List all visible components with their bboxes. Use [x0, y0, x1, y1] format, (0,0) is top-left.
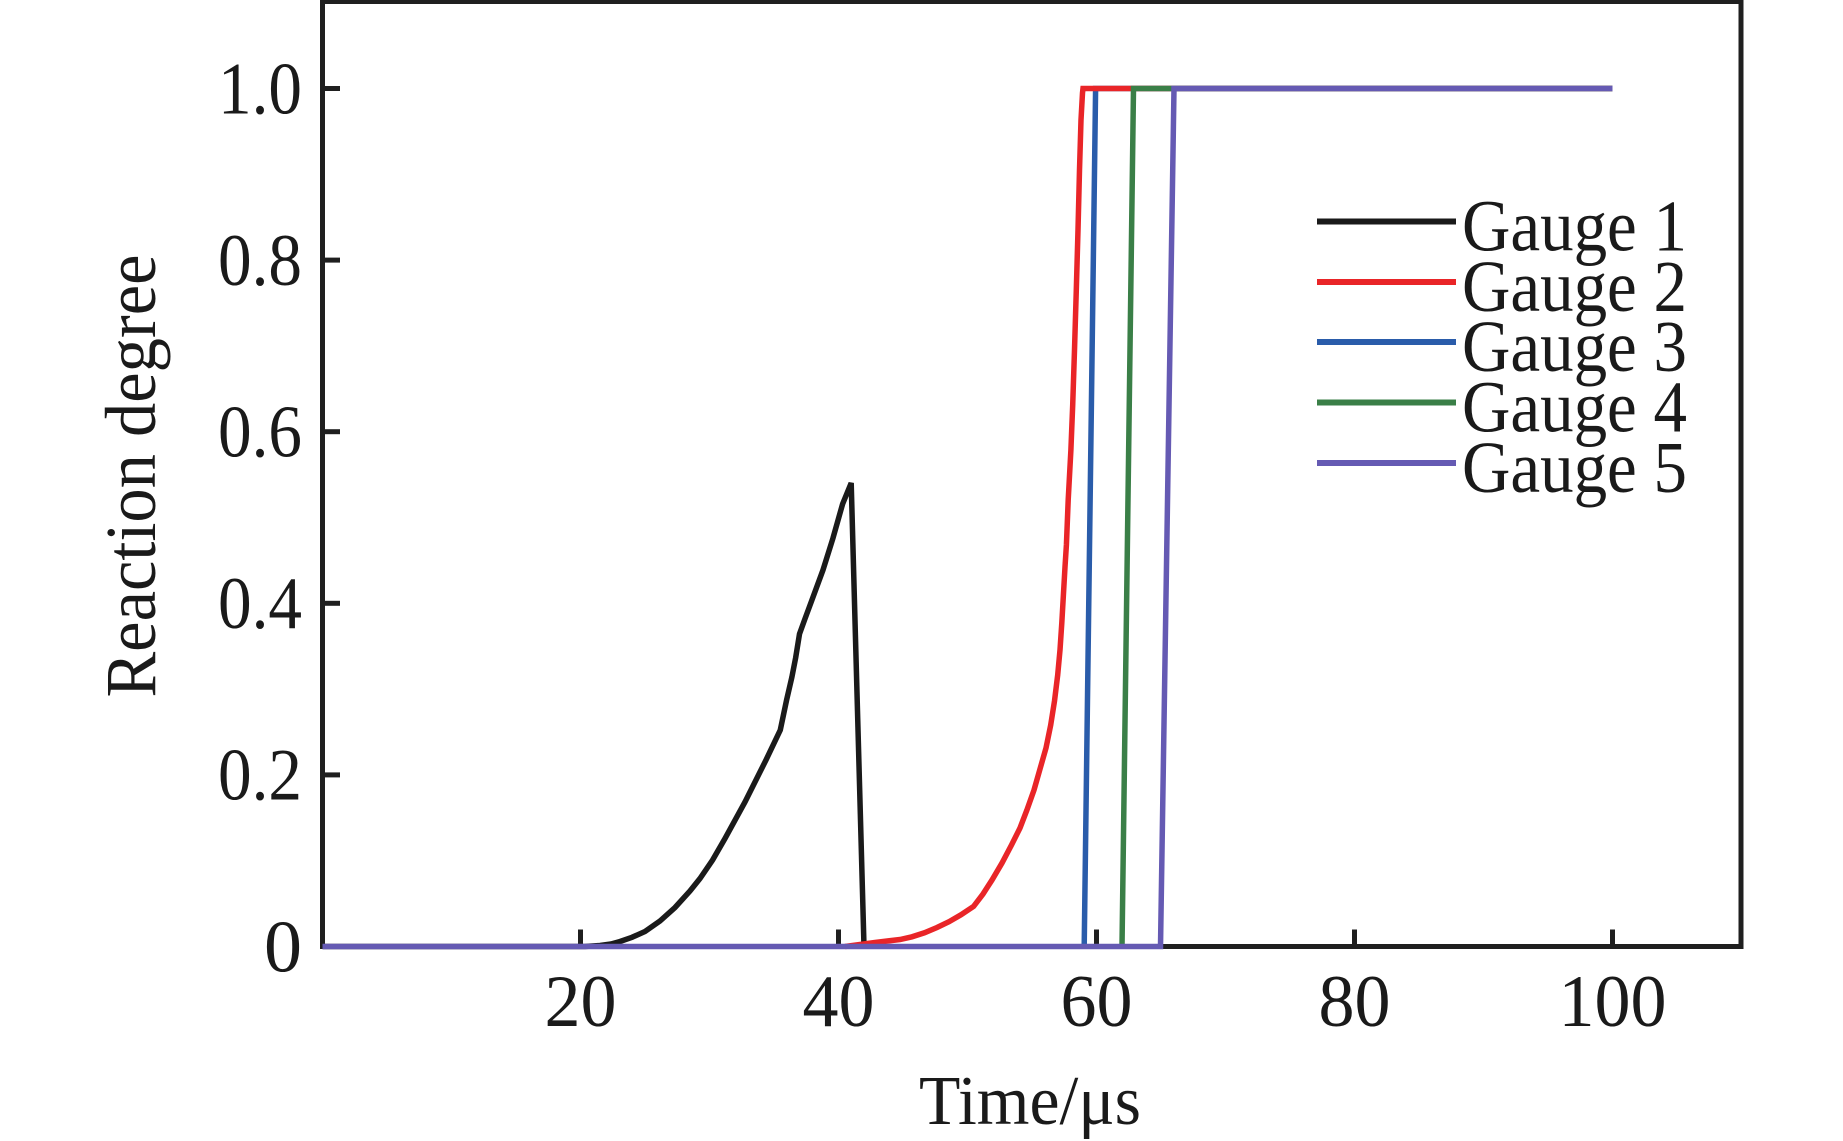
- svg-text:Gauge 1: Gauge 1: [1462, 186, 1687, 267]
- svg-text:0.6: 0.6: [218, 392, 302, 474]
- svg-text:Gauge 4: Gauge 4: [1462, 367, 1687, 448]
- svg-text:Gauge 2: Gauge 2: [1462, 246, 1687, 327]
- svg-text:Time/μs: Time/μs: [919, 1063, 1141, 1140]
- svg-text:Reaction degree: Reaction degree: [91, 255, 171, 698]
- svg-text:20: 20: [545, 961, 617, 1043]
- svg-text:60: 60: [1061, 961, 1133, 1043]
- svg-text:Gauge 5: Gauge 5: [1462, 427, 1687, 508]
- svg-text:0.8: 0.8: [218, 220, 302, 302]
- svg-text:0.4: 0.4: [218, 563, 302, 645]
- svg-text:0.2: 0.2: [218, 735, 302, 817]
- svg-text:0: 0: [264, 906, 302, 988]
- svg-text:40: 40: [803, 961, 875, 1043]
- svg-text:Gauge 3: Gauge 3: [1462, 306, 1687, 387]
- svg-text:1.0: 1.0: [218, 48, 302, 130]
- svg-text:100: 100: [1559, 961, 1667, 1043]
- svg-text:80: 80: [1319, 961, 1391, 1043]
